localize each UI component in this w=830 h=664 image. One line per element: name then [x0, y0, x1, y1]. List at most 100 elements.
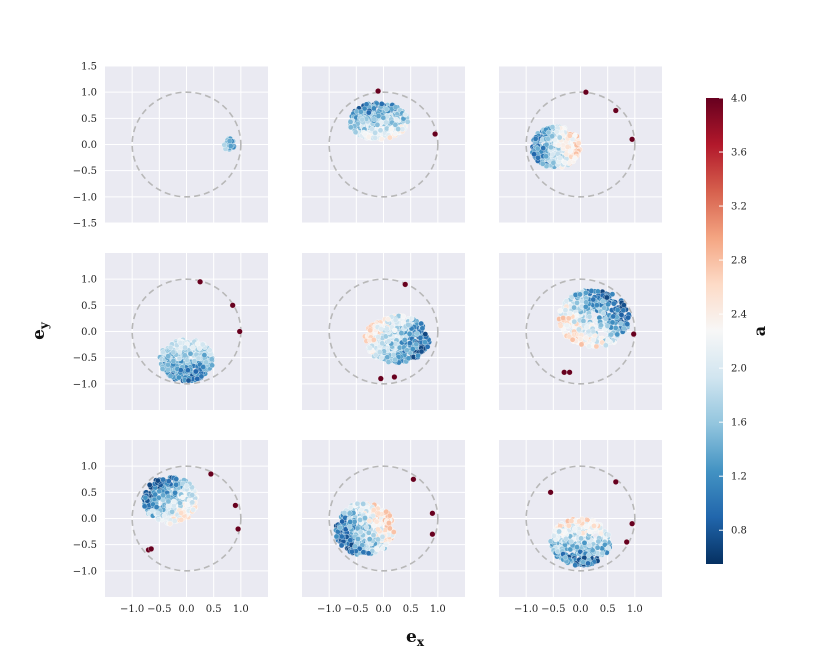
x-tick-label: −0.5 [344, 604, 368, 615]
y-tick-label: 1.0 [81, 88, 97, 99]
data-point [178, 367, 184, 373]
data-point [583, 299, 589, 305]
data-point [375, 510, 382, 517]
data-point [347, 519, 353, 525]
data-point [621, 325, 627, 332]
data-point [185, 377, 192, 384]
data-point [543, 141, 550, 148]
panel-r2c2 [302, 253, 465, 410]
data-point [405, 322, 411, 328]
panel-r1c3 [499, 65, 662, 224]
outlier-point [432, 131, 439, 137]
data-point [595, 288, 601, 295]
data-point [366, 530, 372, 536]
y-tick-label: 1.0 [81, 275, 97, 286]
data-point [392, 327, 398, 334]
data-point [371, 337, 377, 343]
data-point [548, 144, 554, 151]
data-point [200, 364, 206, 370]
data-point [348, 124, 354, 131]
data-point [366, 109, 372, 116]
data-point [171, 518, 178, 524]
outlier-point [375, 88, 382, 95]
data-point [165, 493, 172, 500]
data-point [176, 374, 182, 381]
y-tick-label: 1.5 [81, 62, 97, 73]
data-point [609, 319, 616, 326]
data-point [601, 305, 607, 311]
data-point [625, 314, 631, 321]
data-point [571, 526, 578, 532]
data-point [193, 368, 199, 375]
data-point [349, 548, 355, 555]
data-point [379, 534, 386, 540]
data-point [184, 357, 190, 363]
data-point [378, 354, 385, 361]
data-point [374, 546, 380, 552]
outlier-point [391, 374, 398, 380]
data-point [363, 101, 370, 108]
reference-circle [328, 278, 439, 385]
data-point [567, 148, 574, 154]
data-point [189, 492, 195, 498]
data-point [378, 136, 385, 142]
data-point [561, 159, 568, 166]
data-point [171, 498, 177, 505]
data-point [418, 348, 425, 355]
data-point [155, 477, 161, 484]
data-point [545, 135, 551, 142]
data-point [393, 116, 400, 123]
data-point [410, 346, 416, 352]
data-point [566, 522, 572, 529]
data-point [577, 291, 583, 298]
panel-r3c2: −1.0 −0.5 0.0 0.5 1.0 [302, 440, 465, 615]
data-point [586, 542, 593, 549]
data-point [586, 313, 593, 320]
outlier-point [410, 476, 417, 483]
data-point [366, 536, 373, 542]
x-tick-label: 1.0 [627, 604, 643, 615]
data-point [600, 298, 606, 305]
data-point [609, 291, 616, 297]
data-point [588, 288, 595, 294]
data-point [568, 538, 575, 545]
data-point [380, 114, 387, 121]
y-tick-label: 0.0 [81, 514, 97, 525]
outlier-point [235, 526, 242, 532]
data-point [568, 518, 575, 524]
data-point [612, 325, 619, 331]
data-point [372, 135, 378, 141]
data-point [367, 327, 373, 334]
data-point [557, 308, 563, 314]
data-point [564, 322, 570, 329]
data-point [599, 550, 606, 556]
data-point [392, 130, 398, 137]
data-point [563, 298, 570, 304]
data-point [383, 541, 389, 548]
data-point [198, 373, 205, 380]
outlier-point [561, 369, 568, 376]
data-point [182, 352, 188, 359]
data-point [562, 554, 569, 561]
data-point [551, 533, 557, 539]
data-point [374, 122, 381, 128]
data-point [594, 302, 600, 308]
data-point [556, 134, 563, 141]
data-point [590, 337, 597, 343]
data-point [618, 320, 624, 327]
data-point [159, 366, 166, 372]
data-point [360, 501, 366, 507]
data-point [370, 507, 377, 513]
y-tick-label: 0.5 [81, 114, 97, 125]
data-point [395, 126, 401, 132]
data-point [194, 376, 201, 382]
data-point [383, 508, 389, 515]
data-point [567, 310, 573, 317]
data-point [177, 340, 184, 346]
data-point [366, 518, 373, 524]
y-tick-label: 0.5 [81, 488, 97, 499]
points [556, 288, 637, 376]
outlier-point [582, 89, 589, 96]
data-point [576, 326, 582, 333]
x-tick-label: 1.0 [233, 604, 249, 615]
